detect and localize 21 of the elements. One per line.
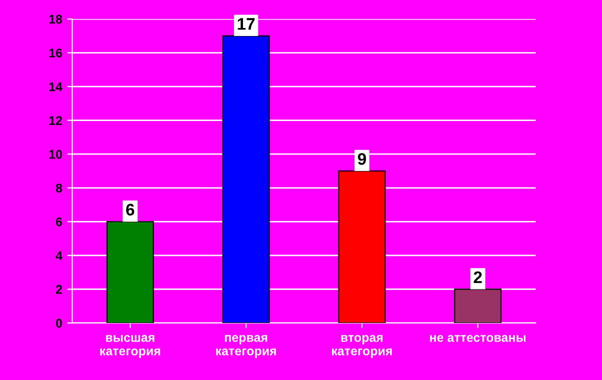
data-label: 17: [238, 18, 255, 30]
y-tick-label: 6: [56, 217, 62, 226]
x-tick-label: первая категория: [216, 335, 276, 358]
y-tick-label: 4: [56, 251, 62, 260]
x-tick-label: высшая категория: [100, 335, 160, 358]
x-tick-label: не аттестованы: [430, 335, 526, 342]
y-tick-label: 18: [49, 14, 62, 24]
bar: [338, 170, 386, 323]
y-tick-label: 16: [49, 48, 62, 58]
data-label: 6: [126, 204, 134, 216]
bar: [106, 221, 154, 323]
y-tick-label: 14: [49, 82, 62, 92]
x-tick-label: вторая категория: [332, 335, 392, 358]
y-tick-label: 8: [56, 184, 62, 193]
y-tick-label: 0: [56, 318, 62, 328]
bar: [454, 288, 502, 323]
y-tick-label: 10: [49, 150, 62, 159]
y-tick-label: 12: [49, 116, 62, 125]
y-tick-label: 2: [56, 285, 62, 294]
data-label: 9: [358, 153, 366, 165]
data-label: 2: [474, 271, 482, 283]
